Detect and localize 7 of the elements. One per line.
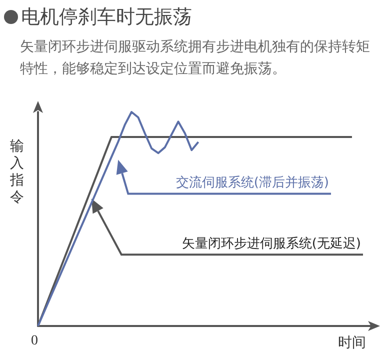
annotation: 交流伺服系统(滞后并振荡)	[176, 174, 329, 191]
chart-subtitle: 矢量闭环步进伺服驱动系统拥有步进电机独有的保持转矩特性，能够稳定到达设定位置而避免振荡。	[20, 38, 370, 79]
annotation: 矢量闭环步进伺服系统(无延迟)	[182, 236, 361, 252]
chart-title: 电机停刹车时无振荡	[21, 5, 192, 30]
text: 0	[31, 334, 38, 348]
y-axis-title: 输入指令	[9, 138, 24, 206]
x-axis-title: 时间	[338, 335, 366, 351]
